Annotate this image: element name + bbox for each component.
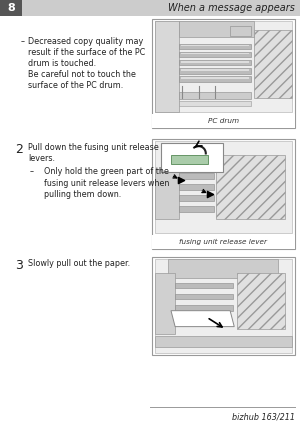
Bar (0, 0, 300, 16)
Bar (179, 60, 251, 65)
Text: Only hold the green part of the: Only hold the green part of the (44, 167, 168, 176)
Text: 3: 3 (15, 259, 23, 272)
Bar (179, 44, 251, 49)
Text: levers.: levers. (28, 154, 56, 164)
Bar (168, 259, 278, 278)
Bar (154, 169, 179, 219)
Bar (254, 30, 292, 98)
Bar (179, 76, 251, 82)
Bar (179, 184, 214, 190)
Bar (154, 21, 179, 111)
Text: Decreased copy quality may: Decreased copy quality may (28, 37, 144, 46)
Text: drum is touched.: drum is touched. (28, 59, 97, 68)
Bar (181, 77, 249, 79)
Bar (0, 0, 22, 16)
Text: Pull down the fusing unit release: Pull down the fusing unit release (28, 143, 159, 153)
Bar (152, 257, 295, 355)
Bar (154, 259, 292, 353)
Bar (154, 142, 292, 232)
Polygon shape (171, 311, 234, 327)
Text: –: – (21, 37, 25, 46)
Bar (179, 92, 251, 99)
Bar (216, 155, 285, 219)
Text: surface of the PC drum.: surface of the PC drum. (28, 81, 124, 91)
Bar (179, 52, 251, 57)
Bar (181, 45, 249, 46)
Text: Slowly pull out the paper.: Slowly pull out the paper. (28, 259, 130, 268)
Text: bizhub 163/211: bizhub 163/211 (232, 412, 295, 421)
Bar (175, 305, 233, 311)
Bar (161, 143, 223, 173)
Bar (179, 21, 254, 37)
Bar (152, 235, 295, 249)
Text: –: – (30, 167, 34, 176)
Bar (179, 68, 251, 74)
Text: 8: 8 (7, 3, 15, 13)
Bar (179, 195, 214, 201)
Bar (181, 61, 249, 62)
Bar (154, 21, 292, 111)
Text: Be careful not to touch the: Be careful not to touch the (28, 70, 136, 79)
Point (207, 191, 212, 198)
Bar (175, 283, 233, 288)
Bar (152, 19, 295, 128)
Bar (237, 273, 285, 329)
Text: pulling them down.: pulling them down. (44, 190, 121, 198)
Bar (179, 173, 214, 179)
Bar (152, 139, 295, 249)
Text: PC drum: PC drum (208, 117, 239, 124)
Bar (152, 113, 295, 128)
Text: 2: 2 (15, 143, 23, 156)
Text: result if the surface of the PC: result if the surface of the PC (28, 48, 146, 57)
Bar (154, 336, 292, 347)
Bar (154, 273, 175, 334)
Point (178, 176, 183, 183)
Text: fusing unit release levers when: fusing unit release levers when (44, 178, 169, 187)
Bar (230, 26, 251, 37)
Bar (181, 53, 249, 54)
Text: fusing unit release lever: fusing unit release lever (179, 238, 267, 245)
Text: When a message appears: When a message appears (168, 3, 295, 13)
Bar (181, 69, 249, 71)
Bar (179, 206, 214, 212)
Bar (175, 294, 233, 300)
Bar (171, 155, 208, 164)
Bar (179, 101, 251, 106)
